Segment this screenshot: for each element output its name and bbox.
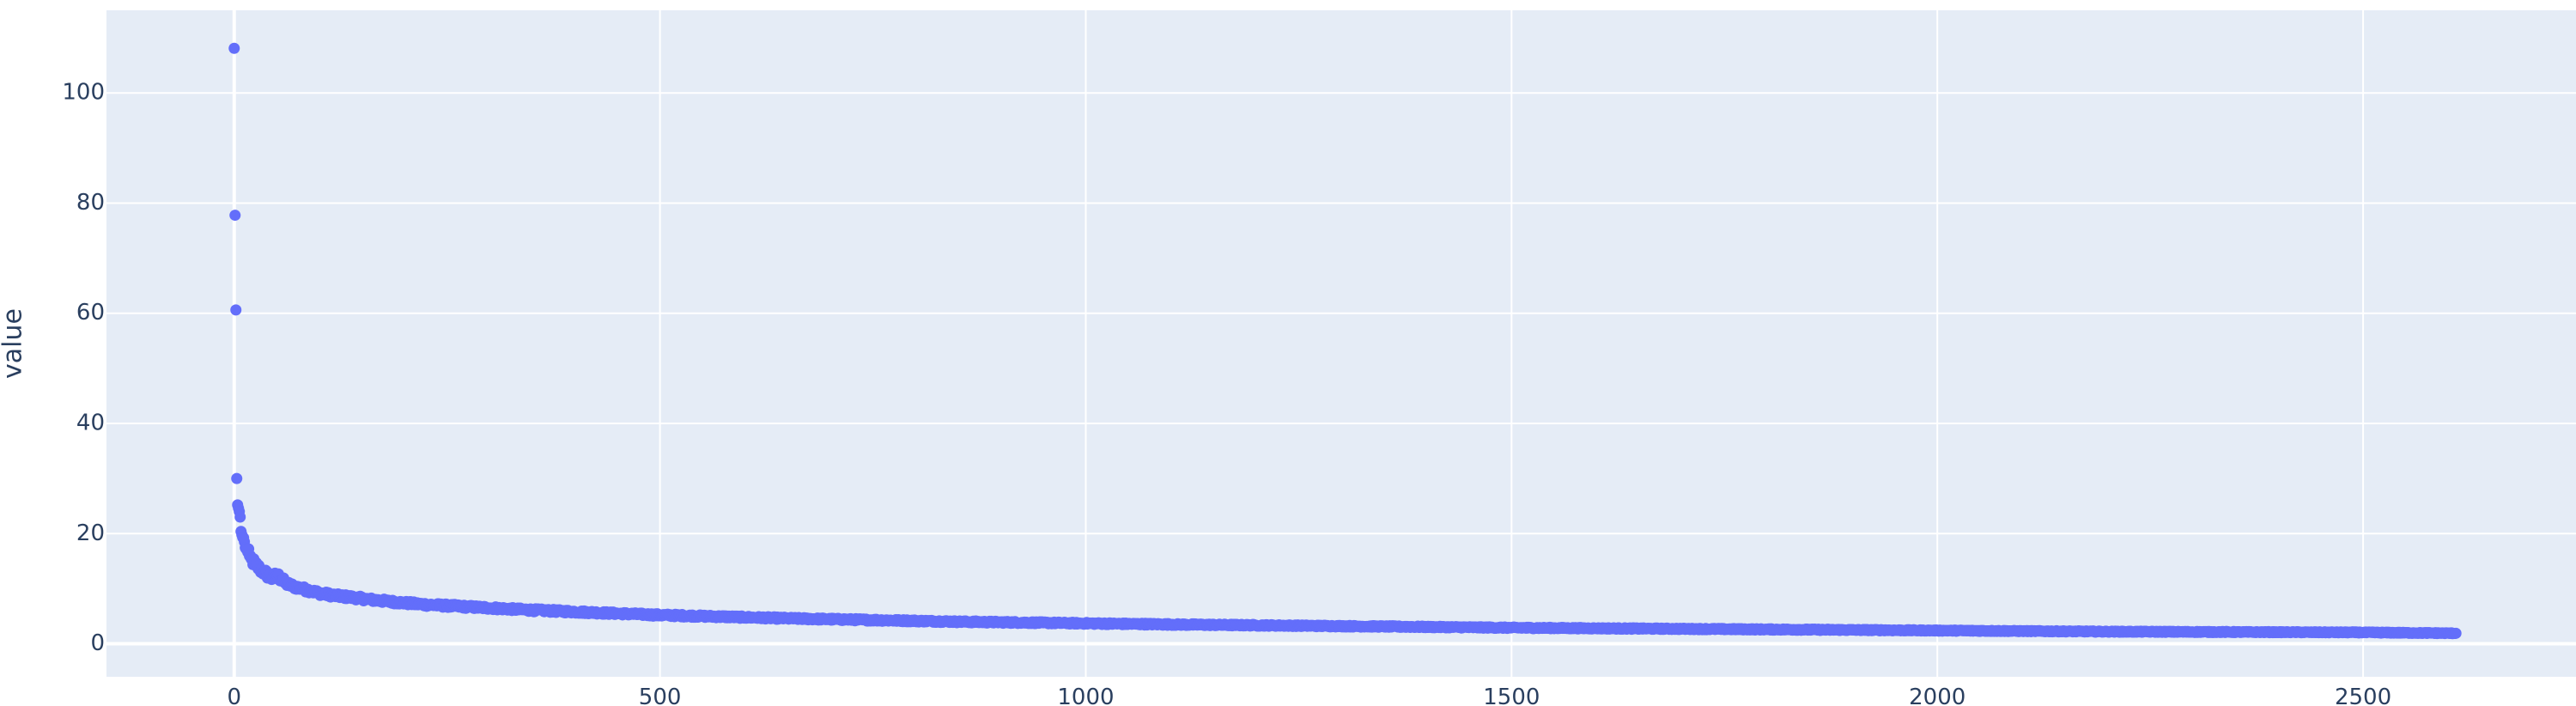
y-tick-label: 100 [62, 80, 105, 106]
y-axis-title: value [0, 308, 28, 379]
y-tick-label: 80 [76, 190, 105, 216]
x-tick-labels: 0 500 1000 1500 2000 2500 [227, 685, 2391, 706]
grid-lines [106, 10, 2576, 677]
x-tick-label: 500 [639, 685, 682, 706]
scatter-point [2450, 627, 2462, 639]
y-tick-labels: 0 20 40 60 80 100 [62, 80, 105, 656]
x-tick-label: 2000 [1909, 685, 1965, 706]
plot-background [106, 10, 2576, 677]
x-tick-label: 2500 [2335, 685, 2391, 706]
scatter-point [228, 42, 240, 54]
x-tick-label: 1500 [1483, 685, 1540, 706]
y-tick-label: 20 [76, 520, 105, 546]
x-tick-label: 0 [227, 685, 241, 706]
y-tick-label: 60 [76, 300, 105, 326]
scatter-point [230, 304, 242, 316]
scatter-points [228, 42, 2462, 640]
scatter-point [231, 472, 243, 484]
scatter-point [229, 210, 241, 222]
y-tick-label: 0 [90, 630, 105, 656]
x-tick-label: 1000 [1057, 685, 1114, 706]
y-tick-label: 40 [76, 410, 105, 435]
scatter-point [234, 511, 246, 523]
